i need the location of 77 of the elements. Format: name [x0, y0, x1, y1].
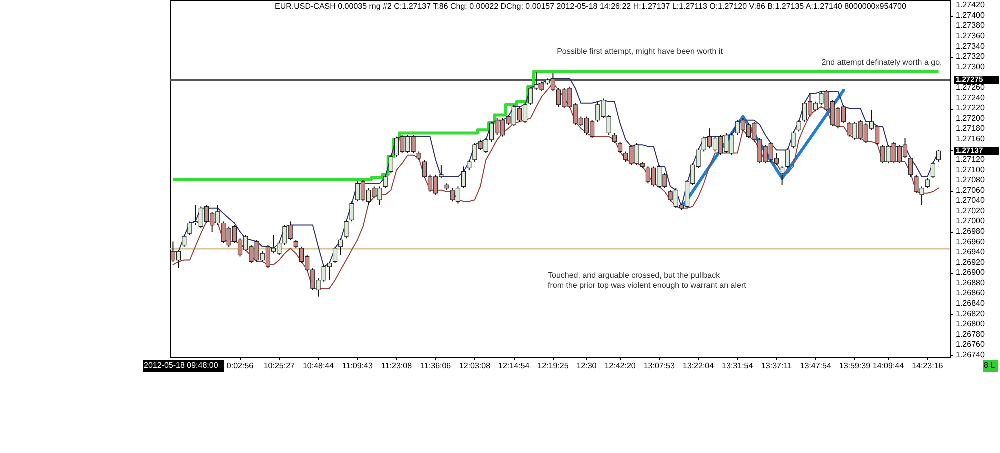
y-tick-label: 1.27080	[956, 176, 986, 185]
x-tick-label: 12:30	[576, 362, 598, 370]
y-tick-label: 1.26800	[956, 320, 986, 329]
candlestick	[344, 220, 349, 240]
x-tick-label: 14:23:16	[912, 362, 944, 370]
y-tick-label: 1.27380	[956, 21, 986, 30]
y-tick-label: 1.27000	[956, 216, 986, 226]
candlestick	[350, 201, 354, 222]
candlestick	[383, 174, 388, 189]
y-tick-label: 1.26820	[956, 309, 986, 318]
y-tick-label: 1.27360	[956, 32, 986, 41]
x-tick-label: 12:14:54	[498, 362, 530, 370]
x-tick-label: 13:07:53	[644, 362, 676, 370]
y-tick-label: 1.26940	[956, 248, 986, 257]
annotation: 2nd attempt definately worth a go.	[822, 58, 942, 67]
x-tick-label: 13:22:04	[682, 362, 715, 370]
candlestick	[791, 131, 796, 150]
x-tick-label: 11:09:43	[342, 362, 374, 370]
chart-title: EUR.USD-CASH 0.00035 rng #2 C:1.27137 T:86 Chg: 0.00022 DChg: 0.00157 2012-05-18 14:26:22 H:1.27137 L:1.27113 O:1.27120 V:86 B:1.27135 A:1.27140 8000000x954700	[275, 2, 907, 11]
y-tick-label: 1.27020	[956, 206, 986, 216]
y-tick-label: 1.27260	[956, 82, 986, 92]
y-tick-label: 1.26840	[956, 299, 986, 308]
y-tick-label: 1.27120	[956, 154, 986, 164]
candlestick	[936, 150, 942, 163]
candlestick	[786, 148, 790, 169]
x-tick-label: 12:03:08	[459, 362, 492, 370]
candlestick	[908, 156, 914, 178]
candlestick	[461, 166, 466, 189]
x-tick-label: 13:31:54	[722, 362, 754, 370]
y-tick-label: 1.26860	[956, 288, 986, 298]
y-tick-label: 1.27200	[956, 114, 986, 123]
y-tick-label: 1.27400	[956, 10, 986, 20]
annotation: Possible first attempt, might have been worth it	[557, 47, 724, 56]
text: 8 L	[984, 361, 996, 370]
annotation: Touched, and arguable crossed, but the pullback from the prior top was violent enough to warrant an alert	[548, 271, 748, 290]
x-tick-label: 11:23:08	[381, 362, 413, 370]
candlestick	[467, 159, 472, 171]
y-tick-label: 1.26780	[956, 330, 986, 339]
x-tick-label: 12:19:25	[538, 362, 570, 370]
y-tick-label: 1.27040	[956, 196, 986, 206]
candlestick	[930, 162, 936, 179]
x-tick-label: 10:48:44	[302, 362, 335, 370]
candlestick	[332, 246, 338, 264]
y-tick-label: 1.26920	[956, 258, 986, 267]
y-tick-label: 1.27240	[956, 93, 986, 102]
y-tick-label: 1.27100	[956, 165, 986, 174]
y-tick-label: 1.27420	[956, 0, 986, 10]
y-tick-label: 1.27340	[956, 42, 986, 51]
y-tick-label: 1.26900	[956, 268, 986, 278]
candlestick	[780, 166, 785, 186]
x-tick-label: 13:47:54	[800, 362, 832, 370]
x-tick-label: 13:37:11	[761, 362, 793, 370]
x-tick-label: 14:09:44	[872, 362, 905, 370]
y-tick-label: 1.27180	[956, 124, 986, 134]
x-tick-label: 13:59:39	[839, 362, 872, 370]
candlestick	[388, 154, 394, 174]
y-tick-label: 1.26760	[956, 340, 986, 350]
y-tick-label: 1.26880	[956, 278, 986, 288]
x-tick-label: 0:02:56	[226, 362, 254, 370]
y-tick-label: 1.26740	[956, 350, 986, 360]
candlestick	[182, 234, 187, 248]
candlestick	[796, 120, 802, 132]
y-tick-label: 1.27060	[956, 186, 986, 195]
x-tick-label: 10:25:27	[264, 362, 296, 370]
text: 2012-05-18 09:48:00	[144, 361, 219, 370]
x-tick-label: 12:42:20	[604, 362, 636, 370]
candlestick	[618, 141, 623, 154]
candlestick	[925, 178, 930, 189]
y-tick-label: 1.26980	[956, 227, 986, 236]
y-tick-label: 1.26960	[956, 237, 986, 246]
y-tick-label: 1.27300	[956, 62, 986, 72]
candlestick	[338, 238, 344, 256]
y-tick-label: 1.27220	[956, 104, 986, 113]
x-tick-label: 11:36:06	[420, 362, 452, 370]
y-tick-label: 1.27320	[956, 52, 986, 62]
candlestick	[612, 132, 617, 144]
y-tick-label: 1.27160	[956, 134, 986, 144]
